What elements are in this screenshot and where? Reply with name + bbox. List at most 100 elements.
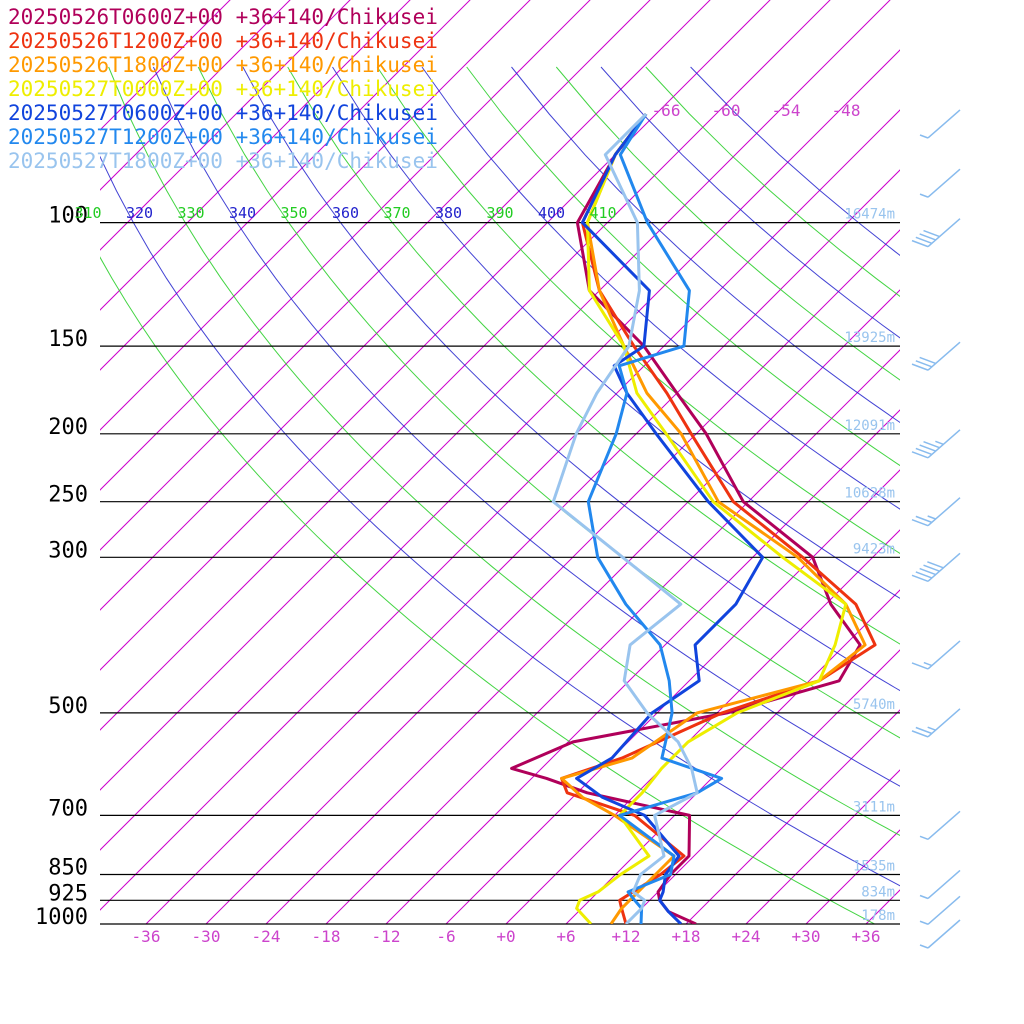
temperature-tick-label: -18 <box>312 927 341 946</box>
isotherm-line <box>100 0 891 791</box>
pressure-label: 500 <box>48 694 88 719</box>
wind-barb-staff <box>927 552 961 582</box>
theta-label: 340 <box>229 204 256 222</box>
series-line <box>586 113 724 924</box>
temperature-tick-label: -30 <box>192 927 221 946</box>
wind-barb-staff <box>927 919 961 949</box>
height-label: 3111m <box>853 799 895 815</box>
height-label: 16474m <box>844 207 895 223</box>
wind-barb-staff <box>927 869 961 900</box>
isotherm-line <box>145 169 900 924</box>
theta-curve <box>197 66 900 739</box>
isotherm-line <box>205 229 900 924</box>
temperature-tick-label: +18 <box>672 927 701 946</box>
temperature-tick-label: -36 <box>132 927 161 946</box>
isotherm-line <box>625 649 900 924</box>
height-label: 12091m <box>844 418 895 434</box>
pressure-label: 250 <box>48 483 88 508</box>
isotherm-line <box>100 0 471 371</box>
wind-barb-feather <box>911 363 929 371</box>
isotherm-line <box>265 289 900 924</box>
isotherm-line <box>100 109 900 911</box>
wind-barb-feather <box>915 571 933 579</box>
theta-curve <box>100 256 875 924</box>
pressure-label: 700 <box>48 796 88 821</box>
isotherm-line <box>100 49 900 851</box>
series-line <box>551 112 699 924</box>
wind-barb-half-feather <box>919 944 929 949</box>
wind-barb-feather <box>927 561 944 569</box>
wind-barb-staff <box>927 810 961 840</box>
theta-curve <box>152 66 900 787</box>
theta-curve <box>287 66 900 645</box>
isotherm-line <box>805 829 900 924</box>
wind-barb-feather <box>915 360 933 368</box>
wind-barb-staff <box>927 341 961 371</box>
legend-entry: 20250526T1800Z+00 +36+140/Chikusei <box>8 53 438 77</box>
wind-barb-half-feather <box>919 193 929 198</box>
pressure-label: 150 <box>48 327 88 352</box>
wind-barb-feather <box>919 356 936 365</box>
wind-barb-staff <box>927 895 961 925</box>
wind-barb-feather <box>919 444 936 452</box>
wind-barb-feather <box>911 730 929 738</box>
wind-barb-half-feather <box>927 726 936 731</box>
isotherm-line <box>100 0 771 671</box>
theta-curve <box>511 66 900 424</box>
theta-curve <box>242 66 900 692</box>
legend-entry: 20250526T0600Z+00 +36+140/Chikusei <box>8 5 438 29</box>
theta-label: 380 <box>435 204 462 222</box>
isotherm-line <box>100 0 711 611</box>
upper-temperature-label: -66 <box>652 101 681 120</box>
theta-label: 400 <box>538 204 565 222</box>
isotherm-line <box>100 0 231 131</box>
temperature-tick-label: +24 <box>732 927 761 946</box>
wind-barb-feather <box>915 447 933 456</box>
legend-entry: 20250527T0000Z+00 +36+140/Chikusei <box>8 77 438 101</box>
height-label: 178m <box>861 908 895 924</box>
isotherm-line <box>100 0 351 251</box>
wind-barb-feather <box>911 662 929 670</box>
theta-label: 320 <box>126 204 153 222</box>
legend-entry: 20250527T1200Z+00 +36+140/Chikusei <box>8 125 438 149</box>
wind-barb-feather <box>919 567 936 576</box>
wind-barb-half-feather <box>935 440 944 446</box>
wind-barb-feather <box>915 236 933 244</box>
series-line <box>560 113 877 924</box>
wind-barb-half-feather <box>927 515 936 520</box>
isotherm-line <box>100 0 291 191</box>
temperature-tick-label: +36 <box>852 927 881 946</box>
isotherm-line <box>100 0 411 311</box>
isotherm-line <box>100 0 651 551</box>
wind-barb-staff <box>927 708 961 738</box>
isotherm-line <box>445 469 900 924</box>
wind-barb-feather <box>919 233 936 241</box>
wind-barb-feather <box>915 726 933 735</box>
wind-barb-feather <box>911 574 929 582</box>
pressure-label: 100 <box>48 204 88 229</box>
upper-temperature-label: -48 <box>832 101 861 120</box>
axis-labels: 100 16474m 150 13925m 200 12091m 250 10628m 300 9… <box>35 101 895 946</box>
isotherm-line <box>865 889 900 924</box>
theta-label: 410 <box>589 204 616 222</box>
theta-curve <box>555 66 900 381</box>
wind-barb-feather <box>923 229 940 238</box>
series-line <box>560 113 867 924</box>
series-line <box>575 113 848 924</box>
theta-label: 370 <box>383 204 410 222</box>
height-label: 13925m <box>844 330 895 346</box>
isotherm-line <box>100 0 831 731</box>
temperature-tick-label: -24 <box>252 927 281 946</box>
wind-barb-staff <box>927 109 961 139</box>
theta-curve <box>108 66 900 837</box>
temperature-tick-label: -6 <box>436 927 455 946</box>
wind-barb-half-feather <box>919 894 929 900</box>
pressure-label: 1000 <box>35 905 88 930</box>
theta-curve <box>376 66 900 555</box>
pressure-label: 925 <box>48 881 88 906</box>
wind-barb-feather <box>911 451 929 459</box>
wind-barb-staff <box>927 429 961 459</box>
theta-curve <box>421 66 900 510</box>
temperature-tick-label: +12 <box>612 927 641 946</box>
